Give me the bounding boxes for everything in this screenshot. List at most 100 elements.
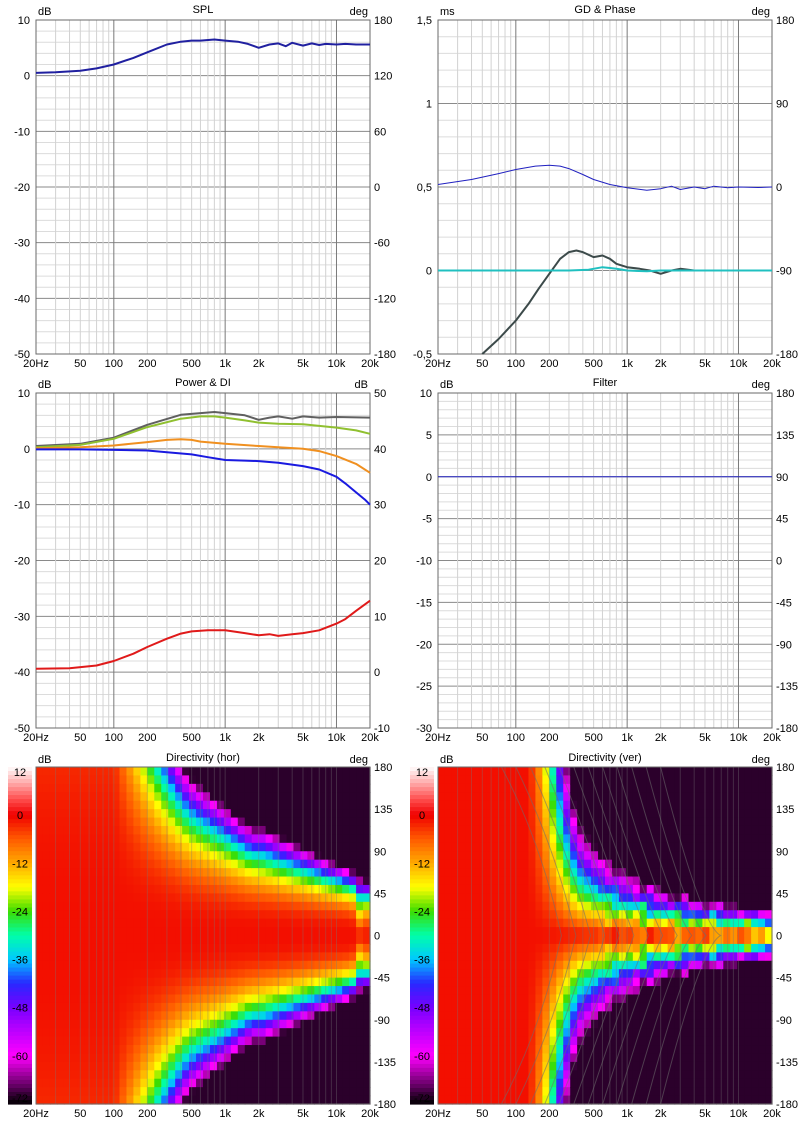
heatmap-cell [49,851,58,861]
heatmap-cell [507,775,516,785]
heatmap-cell [500,1011,509,1021]
heatmap-cell [542,952,550,962]
heatmap-cell [168,986,176,996]
heatmap-cell [300,1070,308,1080]
heatmap-cell [314,935,322,945]
heatmap-cell [91,986,100,996]
heatmap-cell [598,809,606,819]
heatmap-cell [140,910,148,920]
heatmap-cell [230,842,239,852]
y-tick-label-right: -180 [776,723,798,735]
heatmap-cell [765,783,773,793]
heatmap-cell [570,1028,578,1038]
heatmap-cell [535,935,543,945]
heatmap-cell [258,767,267,777]
heatmap-cell [723,859,731,869]
heatmap-cell [49,918,58,928]
heatmap-cell [472,893,481,903]
heatmap-cell [632,969,641,979]
heatmap-cell [479,1087,488,1097]
heatmap-cell [521,893,530,903]
x-tick-label: 1k [621,1108,633,1120]
heatmap-cell [591,1011,599,1021]
heatmap-cell [161,817,169,827]
heatmap-cell [465,1002,474,1012]
heatmap-cell [258,1053,267,1063]
heatmap-cell [168,859,176,869]
heatmap-cell [744,817,752,827]
heatmap-cell [189,1087,197,1097]
heatmap-cell [63,1087,72,1097]
heatmap-cell [147,910,155,920]
heatmap-cell [716,969,724,979]
heatmap-cell [730,1061,738,1071]
heatmap-cell [349,943,357,953]
heatmap-cell [514,1053,523,1063]
heatmap-cell [342,994,350,1004]
colorbar-segment [8,1099,32,1105]
heatmap-cell [335,767,343,777]
x-tick-label: 500 [182,732,200,744]
colorbar-segment [8,1059,32,1065]
heatmap-cell [175,859,183,869]
heatmap-cell [535,1045,543,1055]
heatmap-cell [105,842,114,852]
colorbar-segment [8,1067,32,1073]
heatmap-cell [646,935,655,945]
heatmap-cell [237,1078,246,1088]
heatmap-cell [84,1095,93,1105]
heatmap-cell [758,1095,766,1105]
heatmap-cell [611,884,620,894]
heatmap-cell [126,893,135,903]
heatmap-cell [618,910,627,920]
heatmap-cell [56,893,65,903]
plot-border [35,19,371,355]
x-tick-label: 2k [655,1108,667,1120]
heatmap-cell [342,767,350,777]
heatmap-cell [36,927,44,937]
heatmap-cell [161,1028,169,1038]
heatmap-cell [168,876,176,886]
heatmap-cell [77,859,86,869]
heatmap-cell [646,1053,655,1063]
heatmap-cell [244,960,253,970]
colorbar-tick-label: -12 [12,858,28,870]
heatmap-cell [223,792,232,802]
heatmap-cell [133,910,141,920]
heatmap-cell [293,884,302,894]
heatmap-cell [182,783,190,793]
heatmap-cell [625,893,634,903]
heatmap-cell [765,918,773,928]
heatmap-cell [605,960,613,970]
heatmap-cell [182,1078,190,1088]
heatmap-cell [42,935,51,945]
heatmap-cell [272,1078,281,1088]
heatmap-cell [514,825,523,836]
heatmap-cell [328,1002,336,1012]
heatmap-cell [98,1045,107,1055]
heatmap-cell [49,1011,58,1021]
heatmap-cell [230,943,239,953]
contour-line [529,766,591,1105]
heatmap-cell [549,834,557,844]
heatmap-cell [77,834,86,844]
colorbar-segment [410,839,434,844]
heatmap-cell [458,884,467,894]
heatmap-cell [265,1070,274,1080]
heatmap-cell [528,960,537,970]
heatmap-cell [70,775,79,785]
heatmap-cell [611,809,620,819]
heatmap-cell [154,1095,162,1105]
heatmap-cell [251,1070,260,1080]
heatmap-cell [230,1019,239,1029]
heatmap-cell [667,842,676,852]
heatmap-cell [363,935,371,945]
heatmap-cell [716,952,724,962]
heatmap-cell [56,884,65,894]
heatmap-cell [758,994,766,1004]
heatmap-cell [584,1087,592,1097]
heatmap-cell [189,884,197,894]
heatmap-cell [147,986,155,996]
heatmap-cell [702,1070,710,1080]
heatmap-cell [49,1002,58,1012]
